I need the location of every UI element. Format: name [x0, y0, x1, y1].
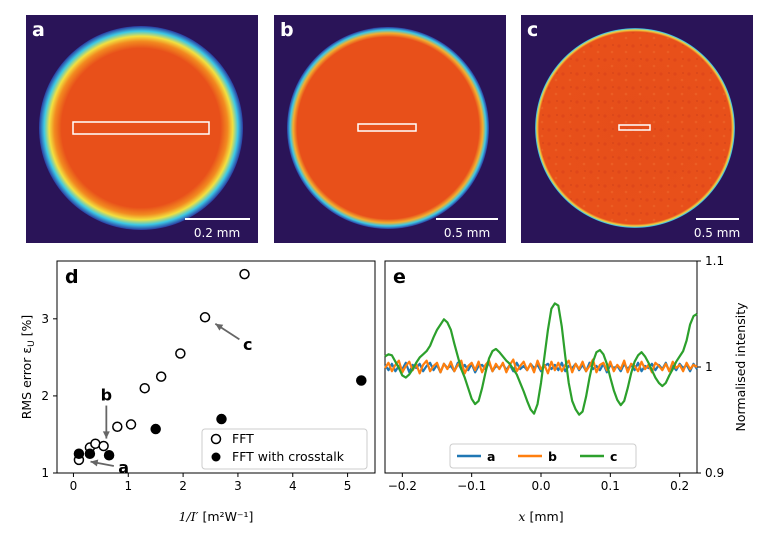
- annotation-arrowhead-b: [102, 431, 110, 439]
- legend-c-label: c: [610, 449, 617, 464]
- fft-point: [112, 421, 123, 432]
- legend-fft-label: FFT: [232, 431, 254, 446]
- panel-e-letter: e: [393, 266, 406, 288]
- panel-e: e −0.2 −0.1 0.0 0.1 0.2 0.9 1 1.1 x [mm] Normal…: [384, 254, 748, 524]
- panel-d-xtick-label: 4: [289, 479, 297, 493]
- panel-e-ytick-label: 0.9: [705, 466, 724, 480]
- crosstalk-point: [216, 413, 227, 425]
- panel-e-xtick-label: −0.1: [457, 479, 486, 493]
- panel-e-ytick-label: 1: [705, 360, 713, 374]
- panel-d-xlabel: 1/I′ [m²W⁻¹]: [179, 509, 254, 524]
- panel-d-letter: d: [65, 266, 79, 288]
- legend-fft-marker: [210, 433, 222, 445]
- fft-point: [199, 312, 211, 323]
- panel-e-xtick-label: 0.1: [601, 479, 620, 493]
- annotation-arrowhead-c: [215, 323, 224, 331]
- panel-e-lines: [384, 302, 698, 416]
- panel-c: c 0.5 mm: [521, 15, 753, 243]
- panel-d-legend: FFT FFT with crosstalk: [201, 428, 368, 470]
- panel-e-xtick-label: 0.0: [531, 479, 550, 493]
- annotation-label-b: b: [101, 386, 112, 405]
- fft-point: [155, 371, 167, 382]
- fft-point: [98, 440, 109, 452]
- fft-point: [175, 348, 186, 359]
- panel-d-xtick-label: 1: [124, 479, 132, 493]
- panel-a-disk: [39, 26, 243, 230]
- panel-d-ticks: 0 1 2 3 4 5 1 2 3: [41, 312, 351, 493]
- panel-a-letter: a: [32, 19, 45, 41]
- panel-a-scale-label: 0.2 mm: [194, 226, 240, 240]
- panel-c-scale-label: 0.5 mm: [694, 226, 740, 240]
- panel-e-ylabel: Normalised intensity: [733, 302, 748, 432]
- panel-d-ytick-label: 2: [41, 389, 49, 403]
- panel-d-xtick-label: 3: [234, 479, 242, 493]
- annotation-label-a: a: [118, 458, 129, 477]
- panel-e-ytick-label: 1.1: [705, 254, 724, 268]
- panel-b-letter: b: [280, 19, 294, 41]
- fft-point: [139, 382, 150, 394]
- panel-c-speckle: [539, 32, 731, 224]
- panel-b: b 0.5 mm: [274, 15, 506, 243]
- panel-a-roi-box: [72, 121, 210, 135]
- panel-d-ytick-label: 1: [41, 466, 49, 480]
- panel-d-legend-box: [201, 428, 368, 470]
- panel-d-ytick-label: 3: [41, 312, 49, 326]
- panel-d-xtick-label: 2: [179, 479, 187, 493]
- panel-e-xtick-label: 0.2: [670, 479, 689, 493]
- crosstalk-point: [356, 375, 367, 386]
- panel-c-letter: c: [527, 19, 538, 41]
- panel-b-scale-label: 0.5 mm: [444, 226, 490, 240]
- series-line-c: [384, 302, 698, 416]
- panel-d-xtick-label: 0: [70, 479, 78, 493]
- panel-e-xtick-label: −0.2: [388, 479, 417, 493]
- panel-e-legend-box: [449, 443, 637, 469]
- panel-b-roi-box: [357, 123, 417, 132]
- crosstalk-point: [150, 423, 161, 435]
- panel-d: d 0 1 2 3 4 5 1 2 3 a b c 1/I′ [m²W⁻¹] RMS error ε…: [19, 260, 376, 524]
- fft-point: [239, 268, 250, 280]
- annotation-arrowhead-a: [90, 459, 99, 467]
- panel-d-annotations: a b c: [90, 322, 253, 477]
- panel-e-xlabel: x [mm]: [518, 509, 563, 524]
- series-line-b: [384, 358, 698, 375]
- panel-d-points: [73, 268, 367, 466]
- crosstalk-point: [84, 448, 96, 459]
- annotation-label-c: c: [243, 335, 252, 354]
- legend-b-label: b: [548, 449, 557, 464]
- fft-point: [125, 419, 137, 430]
- crosstalk-point: [103, 450, 115, 461]
- legend-crosstalk-marker: [211, 452, 221, 462]
- panel-c-roi-box: [618, 124, 651, 131]
- legend-a-label: a: [487, 449, 495, 464]
- legend-crosstalk-label: FFT with crosstalk: [232, 449, 345, 464]
- panel-d-xtick-label: 5: [344, 479, 352, 493]
- panel-a: a 0.2 mm: [26, 15, 258, 243]
- crosstalk-point: [73, 448, 85, 459]
- panel-d-ylabel: RMS error εU [%]: [19, 315, 37, 420]
- panel-e-ticks: −0.2 −0.1 0.0 0.1 0.2 0.9 1 1.1: [388, 254, 724, 493]
- panel-e-legend: a b c: [449, 443, 637, 469]
- panel-b-disk: [287, 27, 489, 229]
